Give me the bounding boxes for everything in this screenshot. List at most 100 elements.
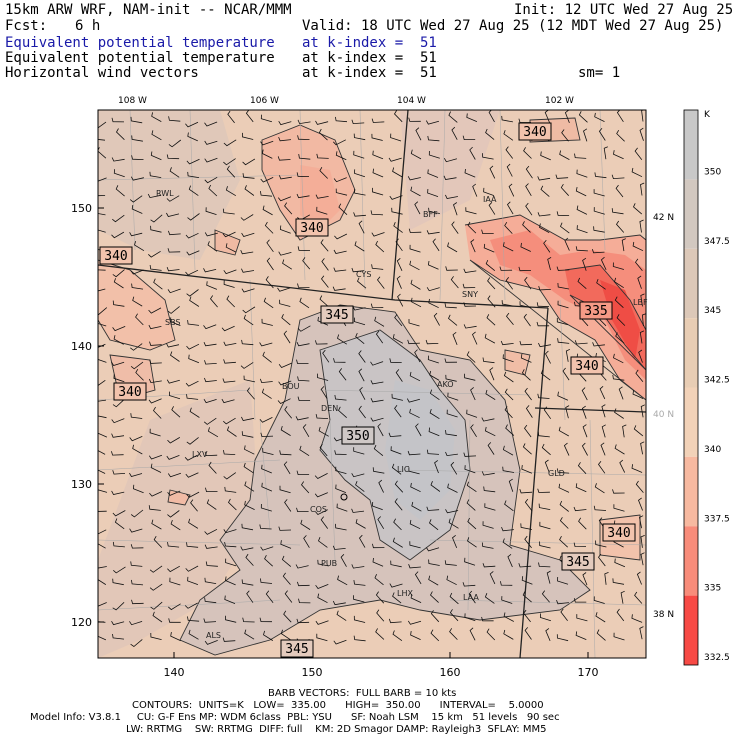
wind-barb [537,212,551,217]
wind-barb [443,175,457,180]
wind-barb [536,302,550,308]
wind-barb [616,129,625,142]
wind-barb [408,319,420,327]
wind-barb [429,370,440,381]
wind-barb [489,367,495,381]
wind-barb [223,450,236,455]
wind-barb [131,599,144,605]
wind-barb [409,371,421,382]
x-tick-140: 140 [164,666,185,679]
wind-barb [131,205,143,214]
wind-barb [337,334,348,345]
wind-barb [314,473,328,479]
wind-barb [261,318,273,326]
wind-barb [612,262,625,270]
colorbar-label: 350 [704,167,721,177]
wind-barb [241,523,254,531]
wind-barb [222,637,236,642]
station-label: CYS [356,270,371,279]
wind-barb [284,499,292,512]
wind-barb [395,238,403,252]
wind-barb [332,545,346,550]
colorbar-segment [684,248,698,319]
wind-barb [581,405,587,419]
wind-barb [224,595,236,604]
wind-barb [593,207,605,215]
wind-barb [168,139,182,148]
contour-label: 340 [575,359,598,374]
wind-barb [522,443,532,455]
wind-barb [452,534,458,549]
wind-barb [501,300,514,307]
wind-barb [576,205,588,215]
wind-barb [503,130,514,141]
wind-barb [372,168,384,178]
wind-barb [226,295,235,308]
wind-barb [296,470,310,476]
wind-barb [166,379,180,384]
wind-barb [429,408,440,420]
wind-barb [204,597,217,604]
wind-barb [278,136,292,142]
wind-barb [425,339,439,345]
wind-barb [555,174,569,179]
wind-barb [223,158,236,166]
wind-barb [370,210,383,216]
wind-barb [464,168,476,178]
wind-barb [410,631,421,640]
wind-barb [318,426,329,437]
wind-barb [594,172,607,179]
x-tick-150: 150 [302,666,323,679]
wind-barb [98,379,106,386]
wind-barb [319,443,328,457]
contour-label: 345 [325,308,348,323]
wind-barb [302,257,311,270]
wind-barb [502,445,514,456]
wind-barb [427,355,439,364]
wind-barb [203,268,217,273]
wind-barb [320,386,328,399]
wind-barb [149,428,161,437]
wind-barb [573,598,587,603]
wind-barb [245,110,254,123]
wind-barb [168,116,181,122]
station-label: LXV [192,450,208,459]
wind-barb [469,146,476,160]
wind-barb [241,579,254,586]
wind-barb [130,639,143,648]
wind-barb [261,464,272,474]
wind-barb [167,306,180,314]
station-labels: RWL BFF IAA CYS SNY LBF SBS DEN AKO BOU … [156,189,648,640]
wind-barb [111,433,125,438]
wind-barb [298,154,311,160]
colorbar: K 350 347.5 345 342.5 340 337.5 335 332.5 [683,109,730,666]
model-info-1: Model Info: V3.8.1 CU: G-F Ens MP: WDM 6… [30,712,560,723]
wind-barb [641,313,646,327]
wind-barb [394,498,403,511]
wind-barb [428,207,440,214]
wind-barb [470,387,476,401]
wind-barb [616,110,624,123]
wind-barb [536,321,550,327]
contour-label: 345 [285,642,308,657]
wind-barb [565,348,571,362]
wind-barb [524,535,532,549]
wind-barb [167,472,182,478]
wind-barb [111,451,124,456]
wind-barb [317,559,329,567]
wind-barb [112,214,125,223]
wind-barb [615,332,625,344]
wind-barb [259,378,273,384]
wind-barb [503,371,514,383]
wind-barb [537,488,550,493]
state-boundaries [98,110,646,658]
lon-label-102w: 102 W [545,96,574,106]
colorbar-label: 337.5 [704,514,730,524]
wind-barb [150,463,162,473]
wind-barb [394,480,404,493]
wind-barb [204,528,218,535]
wind-barb [354,169,366,178]
wind-barb [505,277,514,290]
wind-barb [565,405,570,419]
wind-barb [545,628,551,642]
